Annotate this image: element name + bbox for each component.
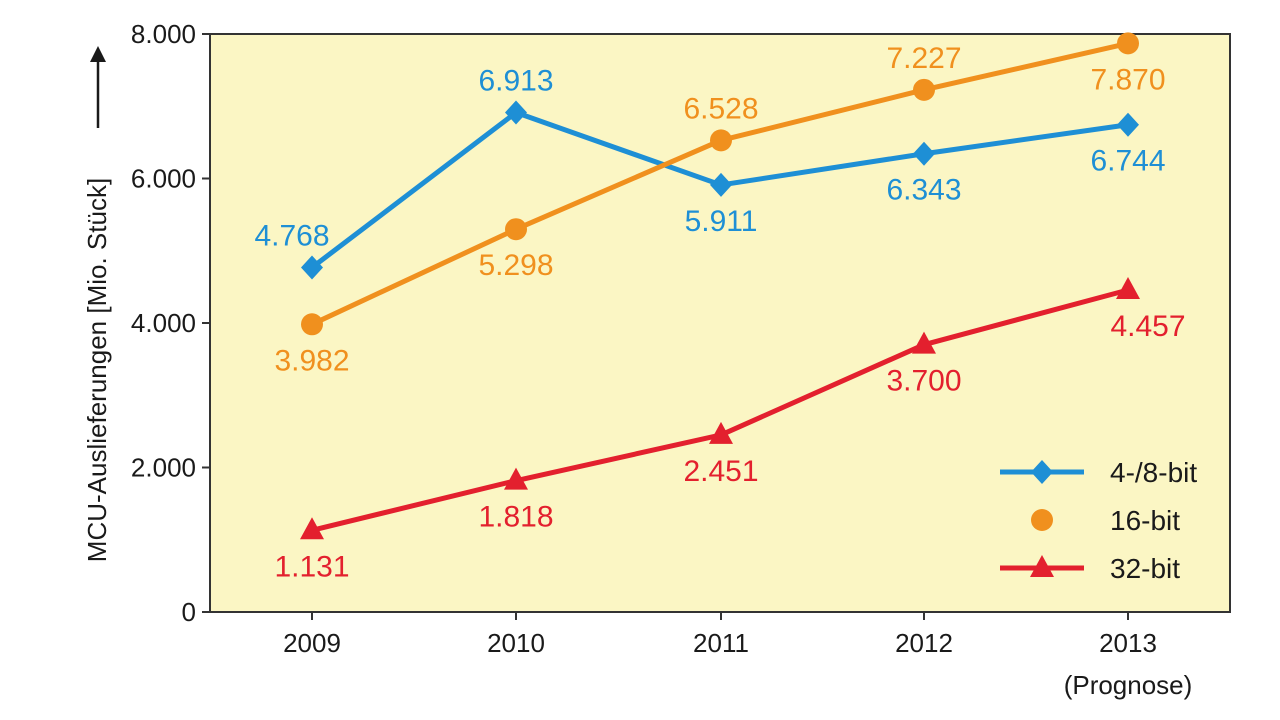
data-label: 6.343 [886, 174, 961, 207]
x-tick-label: 2010 [487, 628, 545, 658]
data-point [913, 141, 935, 166]
data-label: 1.131 [274, 550, 349, 583]
series-32-bit: 1.131 1.818 2.451 3.700 4.457 [274, 276, 1186, 583]
data-label: 5.298 [478, 249, 553, 282]
series-group: 4.768 6.913 5.911 6.343 6.744 3.982 5.298 6.528… [254, 32, 1186, 583]
x-tick-label: 2013 [1099, 628, 1157, 658]
data-label: 3.982 [274, 344, 349, 377]
data-label: 6.744 [1090, 145, 1165, 178]
y-tick-label: 8.000 [131, 19, 196, 49]
x-tick-label: 2012 [895, 628, 953, 658]
data-point [505, 218, 527, 241]
y-tick-label: 4.000 [131, 308, 196, 338]
legend-item: 16-bit [1031, 505, 1180, 536]
x-axis: 2009 2010 2011 2012 2013 (Prognose) [283, 612, 1192, 700]
data-point [505, 100, 527, 125]
legend-item: 4-/8-bit [1000, 457, 1197, 488]
data-label: 4.768 [254, 220, 329, 253]
data-label: 1.818 [478, 501, 553, 534]
legend-item: 32-bit [1000, 553, 1180, 584]
data-point [710, 172, 732, 197]
y-tick-label: 2.000 [131, 453, 196, 483]
y-axis-label: MCU-Auslieferungen [Mio. Stück] [82, 178, 112, 562]
data-point [710, 129, 732, 152]
legend-label: 16-bit [1110, 505, 1180, 536]
data-point [1117, 112, 1139, 137]
legend: 4-/8-bit 16-bit 32-bit [1000, 457, 1197, 584]
data-point [1116, 276, 1140, 299]
data-label: 4.457 [1110, 310, 1185, 343]
data-point [301, 255, 323, 280]
series-16-bit: 3.982 5.298 6.528 7.227 7.870 [274, 32, 1166, 377]
y-axis-arrow-icon [90, 46, 106, 128]
data-label: 6.913 [478, 65, 553, 98]
data-point [504, 467, 528, 490]
legend-marker [1031, 460, 1053, 484]
x-tick-label: 2011 [693, 628, 749, 658]
data-label: 3.700 [886, 365, 961, 398]
data-label: 7.227 [886, 42, 961, 75]
y-tick-label: 6.000 [131, 164, 196, 194]
y-axis: 0 2.000 4.000 6.000 8.000 [131, 19, 210, 627]
data-point [300, 517, 324, 540]
legend-marker [1030, 555, 1054, 577]
legend-marker [1031, 509, 1053, 531]
data-label: 5.911 [685, 205, 758, 238]
data-label: 6.528 [683, 92, 758, 125]
x-tick-label: 2009 [283, 628, 341, 658]
data-point [301, 313, 323, 336]
data-label: 7.870 [1090, 63, 1165, 96]
legend-label: 32-bit [1110, 553, 1180, 584]
data-label: 2.451 [683, 455, 758, 488]
data-point [1117, 32, 1139, 55]
legend-label: 4-/8-bit [1110, 457, 1197, 488]
y-tick-label: 0 [182, 597, 196, 627]
data-point [709, 421, 733, 444]
x-tick-sublabel: (Prognose) [1064, 670, 1193, 700]
series-4-8-bit: 4.768 6.913 5.911 6.343 6.744 [254, 65, 1166, 280]
data-point [913, 78, 935, 101]
data-point [912, 331, 936, 354]
